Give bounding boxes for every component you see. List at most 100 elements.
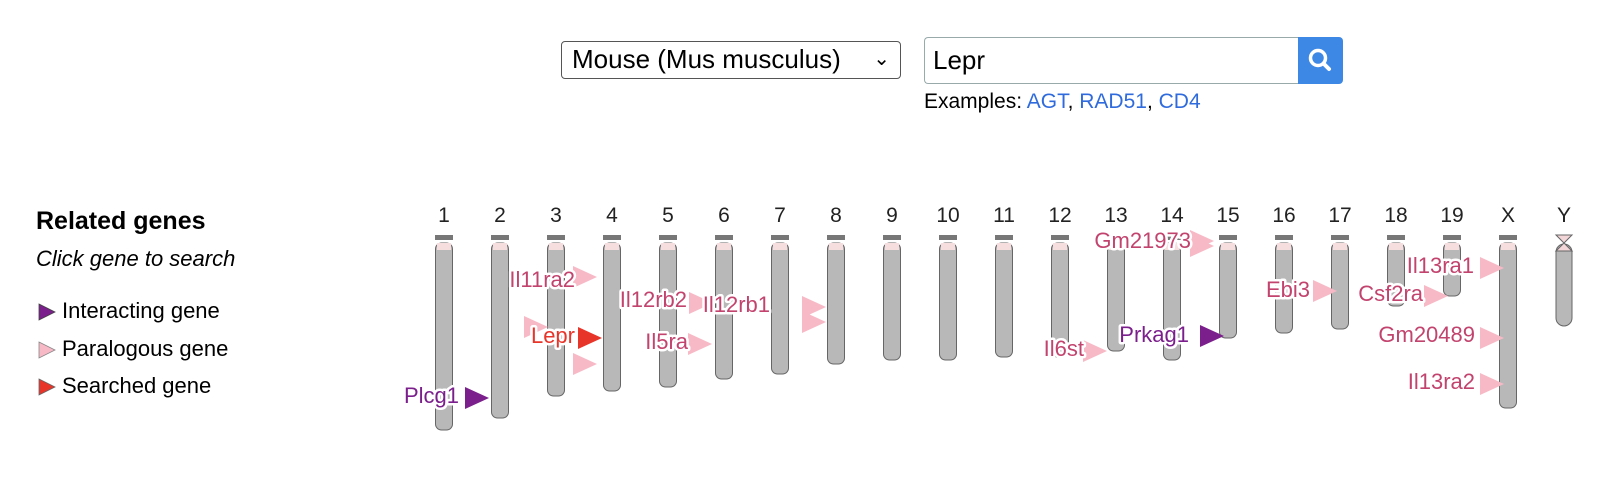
chromosome-body: [1555, 243, 1573, 327]
paralogous-gene-arrow: [1480, 257, 1504, 279]
chromosome-3[interactable]: 3: [547, 204, 565, 397]
chromosome-4[interactable]: 4: [603, 204, 621, 392]
gene-lepr[interactable]: Lepr: [528, 321, 602, 351]
related-genes-subtitle: Click gene to search: [36, 246, 236, 271]
example-link-agt[interactable]: AGT: [1026, 90, 1068, 113]
telomere: [771, 235, 789, 240]
chromosome-13[interactable]: 13: [1104, 204, 1128, 352]
gene-il13ra1[interactable]: Il13ra1: [1404, 251, 1504, 281]
gene-il5ra[interactable]: Il5ra: [643, 327, 712, 357]
telomere: [939, 235, 957, 240]
searched-triangle-icon: [38, 378, 56, 396]
chromosome-label: 9: [886, 204, 898, 227]
legend-paralogous: Paralogous gene: [38, 336, 228, 362]
gene-search-input[interactable]: Lepr: [924, 37, 1300, 84]
chromosome-19[interactable]: 19: [1440, 204, 1464, 297]
example-link-cd4[interactable]: CD4: [1158, 90, 1201, 113]
gene-gm21973[interactable]: Gm21973: [1092, 226, 1214, 256]
chromosome-body: [995, 242, 1013, 358]
telomere: [715, 235, 733, 240]
chromosome-label: 1: [438, 204, 450, 227]
paralogous-gene-arrow: [689, 292, 713, 314]
telomere: [1275, 235, 1293, 240]
chromosome-1[interactable]: 1: [435, 204, 453, 431]
gene-search-value: Lepr: [933, 45, 986, 75]
gene-label: Il12rb1: [703, 292, 770, 317]
centromere: [1221, 243, 1235, 250]
gene-il13ra2[interactable]: Il13ra2: [1405, 367, 1504, 397]
paralogous-gene-arrow: [688, 333, 712, 355]
centromere: [829, 243, 843, 250]
search-button[interactable]: [1298, 37, 1343, 84]
chromosome-label: 2: [494, 204, 506, 227]
gene-il12rb1[interactable]: Il12rb1: [700, 290, 826, 320]
chromosome-label: 6: [718, 204, 730, 227]
chromosome-5[interactable]: 5: [659, 204, 677, 388]
chromosome-10[interactable]: 10: [936, 204, 960, 361]
chromosome-body: [827, 242, 845, 365]
gene-plcg1[interactable]: Plcg1: [401, 381, 489, 411]
chromosome-2[interactable]: 2: [491, 204, 509, 419]
centromere: [661, 243, 675, 250]
paralog-arrow: [573, 353, 597, 375]
chevron-down-icon: ⌄: [873, 48, 890, 70]
centromere: [885, 243, 899, 250]
gene-label: Il6st: [1044, 336, 1084, 361]
chromosome-y[interactable]: Y: [1554, 204, 1574, 327]
centromere: [549, 243, 563, 250]
legend-label: Interacting gene: [62, 298, 220, 323]
centromere: [1501, 243, 1515, 250]
gene-label: Lepr: [531, 323, 575, 348]
chromosome-14[interactable]: 14: [1160, 204, 1184, 361]
gene-label: Il11ra2: [509, 267, 575, 292]
chromosome-6[interactable]: 6: [715, 204, 733, 380]
gene-prkag1[interactable]: Prkag1: [1117, 320, 1224, 350]
species-select-value: Mouse (Mus musculus): [572, 44, 841, 74]
chromosome-label: Y: [1557, 204, 1571, 227]
interacting-gene-arrow: [1200, 325, 1224, 347]
gene-il12rb2[interactable]: Il12rb2: [617, 285, 713, 315]
gene-label: Prkag1: [1119, 322, 1189, 347]
gene-label: Il12rb2: [620, 287, 687, 312]
paralogous-gene-arrow: [1480, 373, 1504, 395]
paralog-arrow: [524, 316, 548, 338]
chromosome-11[interactable]: 11: [993, 204, 1015, 358]
chromosome-8[interactable]: 8: [827, 204, 845, 365]
species-select[interactable]: Mouse (Mus musculus) ⌄: [561, 41, 901, 79]
chromosome-16[interactable]: 16: [1272, 204, 1296, 334]
telomere: [883, 235, 901, 240]
gene-label: Il13ra1: [1407, 253, 1474, 278]
telomere: [1387, 235, 1405, 240]
chromosome-label: 15: [1216, 204, 1239, 227]
telomere: [491, 235, 509, 240]
gene-il6st[interactable]: Il6st: [1041, 334, 1107, 364]
telomere: [1443, 235, 1461, 240]
chromosome-15[interactable]: 15: [1216, 204, 1240, 339]
chromosome-7[interactable]: 7: [771, 204, 789, 375]
related-genes-title: Related genes: [36, 207, 206, 235]
searched-gene-arrow: [578, 327, 602, 349]
centromere: [605, 243, 619, 250]
paralogous-gene-arrow: [1480, 327, 1504, 349]
telomere: [1219, 235, 1237, 240]
telomere: [1499, 235, 1517, 240]
gene-ebi3[interactable]: Ebi3: [1263, 275, 1337, 305]
chromosome-label: 8: [830, 204, 842, 227]
example-link-rad51[interactable]: RAD51: [1079, 90, 1147, 113]
centromere: [493, 243, 507, 250]
gene-csf2ra[interactable]: Csf2ra: [1356, 279, 1448, 309]
chromosome-body: [547, 242, 565, 397]
paralogous-gene-arrow: [1190, 230, 1214, 252]
gene-gm20489[interactable]: Gm20489: [1376, 320, 1504, 350]
chromosome-body: [659, 242, 677, 388]
chromosome-17[interactable]: 17: [1328, 204, 1352, 330]
chromosome-18[interactable]: 18: [1384, 204, 1408, 307]
telomere: [435, 235, 453, 240]
gene-il11ra2[interactable]: Il11ra2: [507, 265, 597, 295]
centromere: [1109, 243, 1123, 250]
chromosome-x[interactable]: X: [1499, 204, 1517, 409]
chromosome-9[interactable]: 9: [883, 204, 901, 361]
chromosome-label: 14: [1160, 204, 1184, 227]
chromosome-12[interactable]: 12: [1048, 204, 1072, 358]
